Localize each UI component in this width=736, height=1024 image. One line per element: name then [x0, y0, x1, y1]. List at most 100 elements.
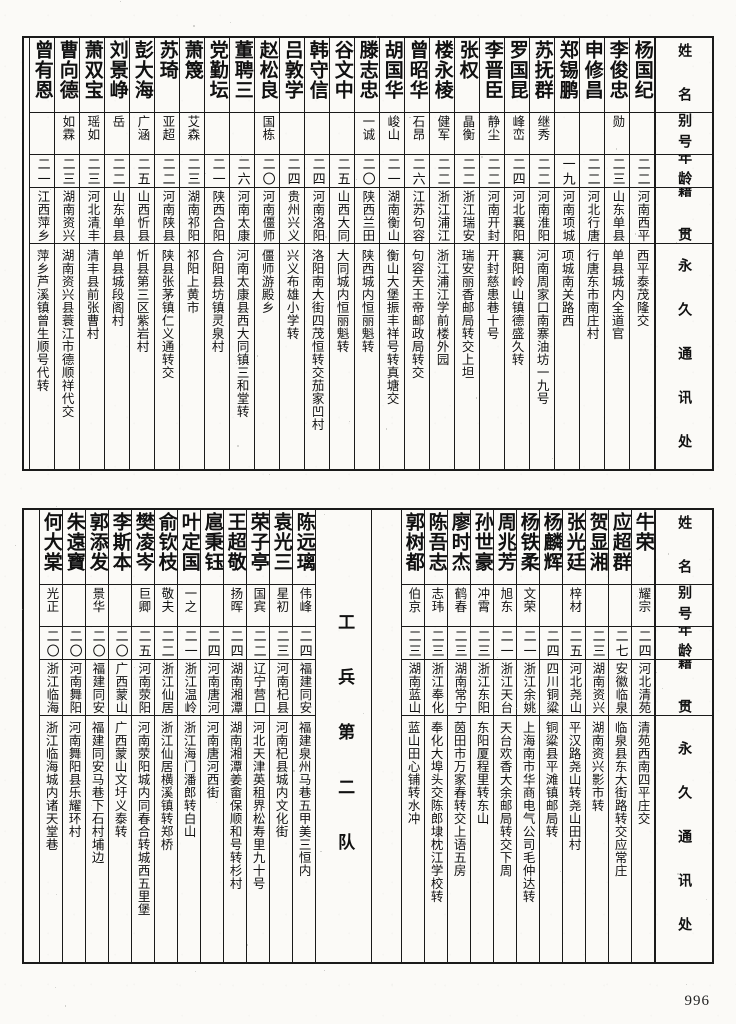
roster-record[interactable]: 贺显湘 二三 湖南资兴 湖南资兴影市转: [585, 510, 608, 962]
roster-record[interactable]: 萧篾 艾森 二三 湖南祁阳 祁阳上黄市: [179, 38, 204, 469]
record-alias: 国栋: [255, 113, 279, 155]
record-name-text: 扈秉钰: [201, 512, 223, 572]
roster-record[interactable]: 郭添发 景华 二〇 福建同安 福建同安马巷下石村埔边: [85, 510, 108, 962]
record-address-text: 福建泉州马巷五甲美三恒内: [296, 721, 312, 877]
record-native-text: 安徽临泉: [613, 662, 629, 714]
record-age: 二二: [530, 155, 554, 188]
roster-record[interactable]: 韩守信 二四 河南洛阳 洛阳南大街四茂恒转交茄家凹村: [304, 38, 329, 469]
record-alias: 继秀: [530, 113, 554, 155]
header-alias-text: 别号: [676, 585, 693, 627]
scan-speck: [256, 355, 259, 357]
roster-record[interactable]: 袁光三 星初 二三 河南杞县 河南杞县城内文化街: [269, 510, 292, 962]
record-name: 赵松良: [255, 38, 279, 113]
record-age: 二四: [632, 627, 654, 660]
record-name-text: 杨铁柔: [517, 512, 539, 572]
record-native-text: 山西忻县: [135, 190, 151, 242]
record-address-text: 襄阳岭山镇德盛久转: [509, 249, 525, 366]
record-alias: [109, 585, 131, 627]
header-address: 永 久 通 讯 处: [656, 244, 712, 469]
record-age-text: 二五: [334, 157, 350, 187]
record-alias: 伯京: [402, 585, 424, 627]
roster-record[interactable]: 杨麟辉 二四 四川铜粱 铜粱县平滩镇邮局转: [539, 510, 562, 962]
roster-record[interactable]: 罗国昆 峰峦 二四 河北襄阳 襄阳岭山镇德盛久转: [504, 38, 529, 469]
record-age: 二二: [155, 155, 179, 188]
roster-record[interactable]: 杨国纪 二二 河南西平 西平泰茂隆交: [629, 38, 654, 469]
record-address-text: 河南唐河西街: [204, 721, 220, 799]
roster-record[interactable]: 曾昭华 石昂 二六 江苏句容 句容天王帝邮政局转交: [404, 38, 429, 469]
record-alias-text: 景华: [90, 587, 106, 613]
roster-record[interactable]: 王超敬 扬晖 二四 湖南湘潭 湖南湘潭姜畲保顺和号转杉村: [223, 510, 246, 962]
roster-record[interactable]: 谷文中 二五 山西大同 大同城内恒丽魁转: [329, 38, 354, 469]
roster-record[interactable]: 张光廷 梓材 二五 河北尧山 平汉路尧山转尧山田村: [562, 510, 585, 962]
record-native-text: 湖南蓝山: [406, 662, 422, 714]
roster-record[interactable]: 胡国华 峻山 二一 湖南衡山 衡山大堡振丰祥号转真塘交: [379, 38, 404, 469]
roster-record[interactable]: 曹向德 如霖 二三 湖南资兴 湖南资兴县蓑江市德顺祥代交: [54, 38, 79, 469]
record-alias-text: 扬晖: [228, 587, 244, 613]
record-address: 清丰县前张曹村: [80, 244, 104, 469]
roster-record[interactable]: 周兆芳 旭东 二一 浙江天台 天台欢香大余邮局转交下周: [493, 510, 516, 962]
roster-record[interactable]: 牛荣 耀宗 二四 河北清苑 清苑西南四平庄交: [631, 510, 654, 962]
roster-record[interactable]: 李晋臣 静尘 二二 河南开封 开封慈患巷十号: [479, 38, 504, 469]
roster-record[interactable]: 萧双宝 瑶如 二三 河北清丰 清丰县前张曹村: [79, 38, 104, 469]
record-native: 辽宁营口: [247, 660, 269, 716]
roster-record[interactable]: 滕志忠 一诚 二〇 陕西兰田 陕西城内恒丽魁转: [354, 38, 379, 469]
record-address-text: 河南荥阳城内同春合转城西五里堡: [135, 721, 151, 916]
record-native-text: 河南西平: [635, 190, 651, 242]
record-name-text: 李俊忠: [606, 40, 629, 100]
roster-record[interactable]: 曾有恩 二一 江西萍乡 萍乡芦溪镇曾生顺号代转: [29, 38, 54, 469]
scan-speck: [559, 871, 561, 873]
record-native: 河北清苑: [632, 660, 654, 716]
record-alias: [630, 113, 654, 155]
roster-record[interactable]: 朱遠寶 二〇 河南舞阳 河南舞阳县乐耀环村: [62, 510, 85, 962]
roster-record[interactable]: 郑锡鹏 一九 河南项城 项城南关路西: [554, 38, 579, 469]
roster-record[interactable]: 苏抚群 继秀 二二 河南淮阳 河南周家口南寨油坊一九号: [529, 38, 554, 469]
roster-record[interactable]: 陈吾志 志玮 二三 浙江奉化 奉化大埠头交陈郎埭枕江学校转: [424, 510, 447, 962]
record-alias-text: 亚超: [160, 115, 176, 141]
roster-record[interactable]: 叶定国 一之 二一 浙江温岭 浙江海门潘郎转白山: [177, 510, 200, 962]
roster-record[interactable]: 李斯本 二〇 广西蒙山 广西蒙山文圩义泰转: [108, 510, 131, 962]
record-native: 山东单县: [605, 188, 629, 244]
roster-record[interactable]: 何大棠 光正 二〇 浙江临海 浙江临海城内诸天堂巷: [39, 510, 62, 962]
roster-record[interactable]: 扈秉钰 二四 河南唐河 河南唐河西街: [200, 510, 223, 962]
record-address-text: 临泉县东大街路转交应常庄: [612, 721, 628, 877]
roster-record[interactable]: 杨铁柔 文荣 二一 浙江余姚 上海南市华商电气公司毛仲达转: [516, 510, 539, 962]
scan-speck: [467, 562, 469, 565]
roster-record[interactable]: 吕敦学 二四 贵州兴义 兴义布雄小学转: [279, 38, 304, 469]
roster-record[interactable]: 郭树都 伯京 二三 湖南蓝山 蓝山田心铺转水冲: [401, 510, 424, 962]
roster-record[interactable]: 陈远璃 伟峰 二四 福建同安 福建泉州马巷五甲美三恒内: [292, 510, 315, 962]
record-address-text: 天台欢香大余邮局转交下周: [497, 721, 513, 877]
roster-record[interactable]: 申修昌 二二 河北行唐 行唐东市南庄村: [579, 38, 604, 469]
scan-speck: [676, 242, 677, 243]
record-name-text: 孙世豪: [471, 512, 493, 572]
record-address-text: 湖南资兴县蓑江市德顺祥代交: [59, 249, 75, 418]
scan-speck: [241, 155, 243, 158]
roster-record[interactable]: 楼永棱 健军 二二 浙江浦江 浙江浦江学前楼外园: [429, 38, 454, 469]
header-alias-text: 别号: [676, 113, 693, 155]
roster-record[interactable]: 樊凌岑 巨卿 二五 河南荥阳 河南荥阳城内同春合转城西五里堡: [131, 510, 154, 962]
roster-record[interactable]: 赵松良 国栋 二〇 河南僵师 僵师游殿乡: [254, 38, 279, 469]
record-age-text: 二〇: [66, 629, 82, 659]
roster-record[interactable]: 李俊忠勋二三 山东单县 单县城内全道官: [604, 38, 629, 469]
record-age: 二〇: [355, 155, 379, 188]
roster-record[interactable]: 张权 晶衡 二二 浙江瑞安 瑞安丽香邮局转交上坦: [454, 38, 479, 469]
roster-record[interactable]: 彭大海 广涵 二五 山西忻县 忻县第三区紫岩村: [129, 38, 154, 469]
record-age-text: 二二: [534, 157, 550, 187]
roster-record[interactable]: 董聘三 二六 河南太康 河南太康县西大同镇三和堂转: [229, 38, 254, 469]
roster-record[interactable]: 刘景峥岳二二 山东单县 单县城段阁村: [104, 38, 129, 469]
roster-record[interactable]: 苏琦 亚超 二二 河南陕县 陕县张茅镇仁义通转交: [154, 38, 179, 469]
record-address-text: 茵田市万家春转交上语五房: [451, 721, 467, 877]
record-native-text: 湖南衡山: [385, 190, 401, 242]
roster-record[interactable]: 党勤坛 二一 陕西合阳 合阳县坊镇灵泉村: [204, 38, 229, 469]
record-alias: 艾森: [180, 113, 204, 155]
roster-record[interactable]: 孙世豪 冲霄 二三 浙江东阳 东阳厦程里转东山: [470, 510, 493, 962]
record-native: 河南开封: [480, 188, 504, 244]
roster-record[interactable]: 俞钦枝 敬夫 二二 浙江仙居 浙江仙居横溪镇转郑桥: [154, 510, 177, 962]
record-address: 浙江仙居横溪镇转郑桥: [155, 716, 177, 962]
record-name: 贺显湘: [586, 510, 608, 585]
record-name-text: 彭大海: [131, 40, 154, 100]
roster-record[interactable]: 廖时杰 鹤春 二三 湖南常宁 茵田市万家春转交上语五房: [447, 510, 470, 962]
roster-record[interactable]: 应超群 二七 安徽临泉 临泉县东大街路转交应常庄: [608, 510, 631, 962]
record-alias-text: 晶衡: [460, 115, 476, 141]
roster-record[interactable]: 荣子亭 国宾 二二 辽宁营口 河北天津英租界松寿里九十号: [246, 510, 269, 962]
